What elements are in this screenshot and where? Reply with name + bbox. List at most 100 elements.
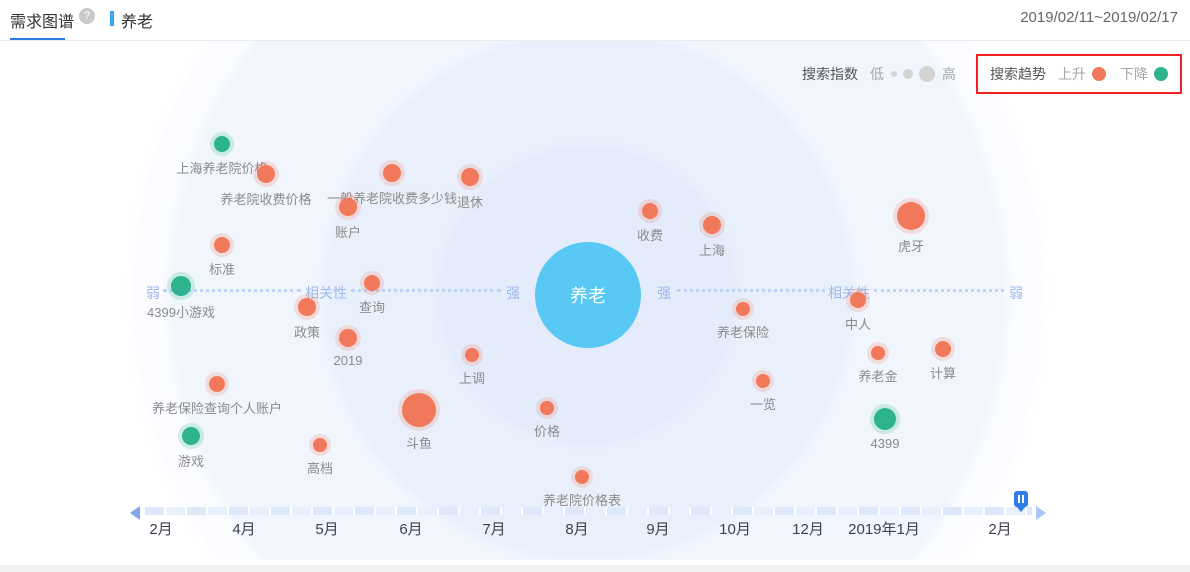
center-keyword-bubble: 养老: [535, 242, 641, 348]
falling-trend-dot-icon: [1154, 67, 1168, 81]
bubble-rising[interactable]: [642, 203, 658, 219]
bubble-term-label: 4399小游戏: [147, 305, 215, 320]
bubble-term-label: 标准: [208, 262, 236, 277]
low-label: 低: [870, 66, 884, 82]
bubble-term-label: 价格: [533, 424, 561, 439]
bubble-falling[interactable]: [874, 408, 896, 430]
bubble-rising[interactable]: [383, 164, 401, 182]
bubble-rising[interactable]: [298, 298, 316, 316]
bubble-rising[interactable]: [339, 329, 357, 347]
relevance-axis-dots: [351, 289, 501, 292]
bubble-rising[interactable]: [756, 374, 770, 388]
bubble-term-label: 中人: [844, 317, 872, 332]
bubble-term-label: 上海养老院价格: [176, 161, 268, 176]
bubble-rising[interactable]: [339, 198, 357, 216]
relevance-axis-label: 强: [657, 285, 671, 301]
relevance-axis-label: 强: [506, 285, 520, 301]
relevance-axis-dots: [874, 289, 1004, 292]
bubble-rising[interactable]: [850, 292, 866, 308]
bubble-term-label: 虎牙: [897, 239, 925, 254]
high-label: 高: [942, 66, 956, 82]
bubble-rising[interactable]: [257, 165, 275, 183]
relevance-axis-dots: [677, 289, 825, 292]
handle-pause-bar-icon: [1022, 495, 1024, 503]
bubble-rising[interactable]: [736, 302, 750, 316]
page-title: 需求图谱: [10, 14, 75, 31]
timeline-month-label: 2月: [988, 521, 1012, 538]
card-header: 需求图谱 ? 养老 2019/02/11~2019/02/17: [0, 0, 1190, 41]
bubble-rising[interactable]: [575, 470, 589, 484]
bubble-rising[interactable]: [703, 216, 721, 234]
relevance-axis-dots: [163, 289, 301, 292]
bubble-term-label: 养老保险查询个人账户: [151, 401, 283, 416]
bubble-term-label: 养老院价格表: [542, 493, 622, 508]
bubble-rising[interactable]: [313, 438, 327, 452]
bubble-rising[interactable]: [897, 202, 925, 230]
timeline-left-arrow-icon[interactable]: [130, 506, 140, 520]
timeline-month-label: 10月: [719, 521, 751, 538]
bubble-term-label: 斗鱼: [405, 436, 433, 451]
large-index-dot-icon: [919, 66, 935, 82]
bubble-term-label: 查询: [358, 300, 386, 315]
timeline-month-label: 2月: [149, 521, 173, 538]
bubble-term-label: 一般养老院收费多少钱: [326, 191, 458, 206]
bubble-rising[interactable]: [364, 275, 380, 291]
bubble-term-label: 养老金: [858, 369, 898, 384]
timeline-slider-handle[interactable]: [1014, 491, 1028, 512]
header-divider: [0, 40, 1190, 41]
rising-trend-dot-icon: [1092, 67, 1106, 81]
bubble-term-label: 2019: [333, 353, 363, 368]
bubble-rising[interactable]: [461, 168, 479, 186]
bubble-term-label: 养老保险: [716, 325, 770, 340]
timeline-track[interactable]: [145, 507, 1032, 515]
handle-pause-bar-icon: [1018, 495, 1020, 503]
medium-index-dot-icon: [903, 69, 913, 79]
rising-label: 上升: [1058, 66, 1086, 82]
falling-label: 下降: [1120, 66, 1148, 82]
bubble-rising[interactable]: [209, 376, 225, 392]
keyword-tab-marker-icon: [110, 11, 114, 26]
bubble-term-label: 上调: [458, 371, 486, 386]
timeline-month-label: 12月: [792, 521, 824, 538]
timeline-month-label: 9月: [646, 521, 670, 538]
timeline-month-label: 2019年1月: [848, 521, 920, 538]
bubble-rising[interactable]: [214, 237, 230, 253]
bubble-falling[interactable]: [182, 427, 200, 445]
active-tab-underline: [10, 38, 65, 41]
bubble-rising[interactable]: [402, 393, 436, 427]
bubble-term-label: 高档: [306, 461, 334, 476]
timeline-month-label: 5月: [315, 521, 339, 538]
help-icon[interactable]: ?: [79, 8, 95, 24]
bubble-term-label: 一览: [749, 397, 777, 412]
bubble-falling[interactable]: [214, 136, 230, 152]
bubble-term-label: 上海: [698, 243, 726, 258]
timeline-month-label: 4月: [232, 521, 256, 538]
bubble-rising[interactable]: [871, 346, 885, 360]
bubble-falling[interactable]: [171, 276, 191, 296]
timeline-right-arrow-icon[interactable]: [1036, 506, 1046, 520]
bubble-rising[interactable]: [935, 341, 951, 357]
relevance-axis-label: 弱: [1009, 285, 1023, 301]
timeline-month-label: 7月: [482, 521, 506, 538]
relevance-axis-label: 弱: [146, 285, 160, 301]
bubble-term-label: 退休: [456, 195, 484, 210]
small-index-dot-icon: [891, 71, 897, 77]
trend-legend-highlight-box: 搜索趋势 上升 下降: [976, 54, 1182, 94]
bubble-rising[interactable]: [540, 401, 554, 415]
keyword-tab[interactable]: 养老: [121, 14, 154, 31]
bubble-rising[interactable]: [465, 348, 479, 362]
search-index-legend-label: 搜索指数: [802, 66, 858, 82]
next-section-edge: [0, 565, 1190, 572]
date-range: 2019/02/11~2019/02/17: [1020, 9, 1178, 26]
bubble-term-label: 游戏: [177, 454, 205, 469]
timeline-month-label: 6月: [399, 521, 423, 538]
bubble-term-label: 政策: [293, 325, 321, 340]
relevance-axis-label: 相关性: [305, 285, 347, 301]
chart-legend: 搜索指数 低 高 搜索趋势 上升 下降: [798, 54, 1182, 94]
demand-graph-chart: 搜索指数 低 高 搜索趋势 上升 下降 弱相关性强强相关性弱 养老 上海养老院价…: [0, 41, 1190, 560]
bubble-term-label: 养老院收费价格: [220, 192, 312, 207]
bubble-term-label: 计算: [929, 366, 957, 381]
search-trend-legend-label: 搜索趋势: [990, 66, 1046, 82]
bubble-term-label: 账户: [334, 225, 362, 240]
